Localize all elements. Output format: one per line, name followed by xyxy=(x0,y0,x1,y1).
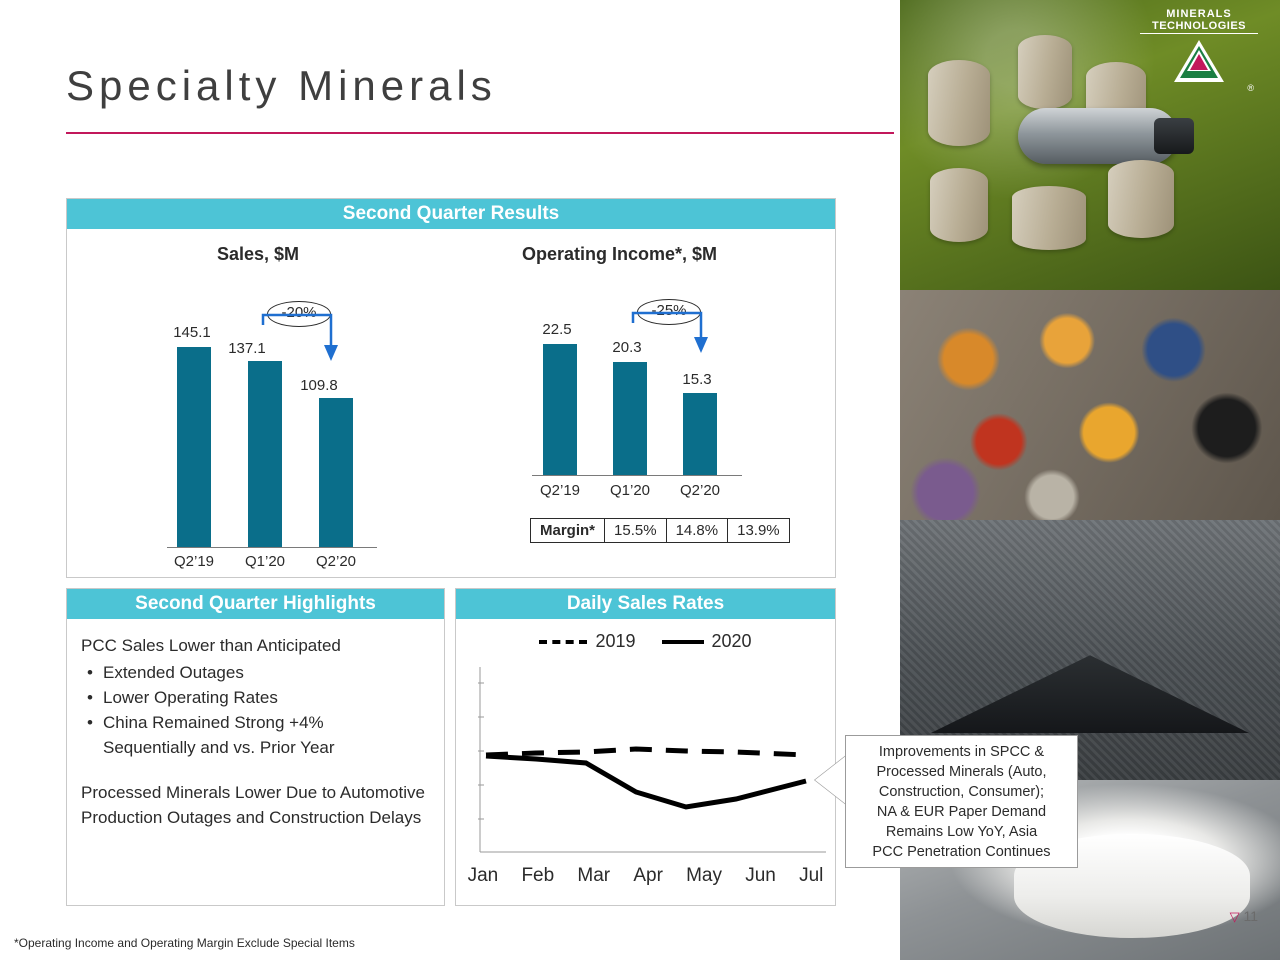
callout-line-3: Construction, Consumer); xyxy=(878,784,1045,800)
oi-category-2: Q2’20 xyxy=(679,482,721,499)
sales-category-2: Q2’20 xyxy=(315,553,357,570)
oi-change-arrow-icon xyxy=(631,311,708,353)
ceramic-cylinder xyxy=(1012,186,1086,250)
daily-sales-rates-panel: Daily Sales Rates 2019 2020 Jan Feb xyxy=(455,588,836,906)
sales-bar-0 xyxy=(177,347,211,547)
margin-value-0: 15.5% xyxy=(604,518,667,543)
margin-label: Margin* xyxy=(529,518,606,543)
month-label-jan: Jan xyxy=(467,865,499,886)
operating-income-chart-title: Operating Income*, $M xyxy=(522,244,718,264)
month-label-jun: Jun xyxy=(745,865,776,886)
list-item: Lower Operating Rates xyxy=(81,685,434,710)
sales-chart-title: Sales, $M xyxy=(217,244,300,264)
callout-line-1: Improvements in SPCC & xyxy=(878,744,1045,760)
sales-value-0: 145.1 xyxy=(173,324,211,341)
highlights-body: PCC Sales Lower than Anticipated Extende… xyxy=(81,633,434,830)
callout-box: Improvements in SPCC & Processed Mineral… xyxy=(845,735,1078,868)
legend-item-2019: 2019 xyxy=(539,631,636,652)
photo-column: MINERALS TECHNOLOGIES ® xyxy=(900,0,1280,960)
margin-value-1: 14.8% xyxy=(665,518,729,543)
oi-axis xyxy=(532,475,742,476)
sales-value-1: 137.1 xyxy=(228,340,266,357)
second-quarter-highlights-panel: Second Quarter Highlights PCC Sales Lowe… xyxy=(66,588,445,906)
callout-line-4: NA & EUR Paper Demand xyxy=(876,804,1047,820)
series-2020-line xyxy=(485,753,807,810)
results-panel-header: Second Quarter Results xyxy=(67,199,835,229)
callout-line-6: PCC Penetration Continues xyxy=(872,844,1051,860)
oi-category-0: Q2’19 xyxy=(539,482,581,499)
oi-bar-0 xyxy=(543,344,577,475)
page-title: Specialty Minerals xyxy=(66,62,497,109)
second-quarter-results-panel: Second Quarter Results Sales, $M Operati… xyxy=(66,198,836,578)
ceramic-cylinder xyxy=(930,168,988,242)
margin-table: Margin* 15.5% 14.8% 13.9% xyxy=(529,518,790,543)
page-number: ▽ 11 xyxy=(1230,908,1258,925)
page-number-value: 11 xyxy=(1243,908,1258,924)
title-divider xyxy=(66,132,894,134)
legend-label-2019: 2019 xyxy=(595,631,636,651)
sales-category-0: Q2’19 xyxy=(173,553,215,570)
sales-value-2: 109.8 xyxy=(300,377,338,394)
legend-label-2020: 2020 xyxy=(711,631,752,651)
callout-tail xyxy=(815,755,847,805)
sales-change-arrow-icon xyxy=(261,313,338,361)
callout-line-2: Processed Minerals (Auto, xyxy=(876,764,1047,780)
ceramic-cylinder xyxy=(1018,35,1072,109)
month-label-mar: Mar xyxy=(577,865,611,886)
table-row: Margin* 15.5% 14.8% 13.9% xyxy=(529,518,790,543)
daily-sales-line-chart xyxy=(478,667,826,853)
logo-line-1: MINERALS xyxy=(1166,8,1232,20)
registered-mark: ® xyxy=(1247,83,1254,93)
daily-sales-month-axis: Jan Feb Mar Apr May Jun Jul xyxy=(456,865,835,887)
list-item: China Remained Strong +4% xyxy=(81,710,434,735)
legend-item-2020: 2020 xyxy=(661,631,752,652)
logo-line-2: TECHNOLOGIES xyxy=(1140,20,1258,34)
photo-catalyst-substrates xyxy=(900,0,1280,290)
highlights-panel-header: Second Quarter Highlights xyxy=(67,589,444,619)
catalytic-converter xyxy=(1018,108,1194,164)
sales-category-1: Q1’20 xyxy=(244,553,286,570)
oi-value-1: 20.3 xyxy=(612,339,642,356)
month-label-jul: Jul xyxy=(799,865,824,886)
page-number-triangle-icon: ▽ xyxy=(1229,909,1240,924)
logo-triangle-icon xyxy=(1174,40,1224,82)
company-logo: MINERALS TECHNOLOGIES ® xyxy=(1140,8,1258,93)
dashed-line-swatch xyxy=(539,639,588,644)
daily-sales-panel-header: Daily Sales Rates xyxy=(456,589,835,619)
sales-bar-1 xyxy=(248,361,282,547)
highlights-lead: PCC Sales Lower than Anticipated xyxy=(81,636,341,655)
oi-value-2: 15.3 xyxy=(682,371,712,388)
oi-bar-1 xyxy=(613,362,647,475)
solid-line-swatch xyxy=(661,639,704,644)
footnote: *Operating Income and Operating Margin E… xyxy=(14,936,355,950)
ceramic-cylinder xyxy=(928,60,990,146)
margin-value-2: 13.9% xyxy=(727,518,790,543)
month-label-may: May xyxy=(686,865,723,886)
oi-value-0: 22.5 xyxy=(542,321,572,338)
month-label-feb: Feb xyxy=(521,865,555,886)
oi-bar-2 xyxy=(683,393,717,475)
sales-bar-2 xyxy=(319,398,353,547)
sales-axis xyxy=(167,547,377,548)
photo-paint-cans xyxy=(900,290,1280,520)
list-item: Extended Outages xyxy=(81,660,434,685)
series-2019-line xyxy=(485,746,807,758)
ceramic-cylinder xyxy=(1108,160,1174,238)
callout-line-5: Remains Low YoY, Asia xyxy=(885,824,1038,840)
highlights-bullet-continuation: Sequentially and vs. Prior Year xyxy=(103,738,335,757)
oi-category-1: Q1’20 xyxy=(609,482,651,499)
month-label-apr: Apr xyxy=(633,865,663,886)
daily-sales-legend: 2019 2020 xyxy=(456,631,835,652)
highlights-paragraph-2: Processed Minerals Lower Due to Automoti… xyxy=(81,783,425,827)
highlights-bullet-list: Extended Outages Lower Operating Rates C… xyxy=(81,660,434,735)
